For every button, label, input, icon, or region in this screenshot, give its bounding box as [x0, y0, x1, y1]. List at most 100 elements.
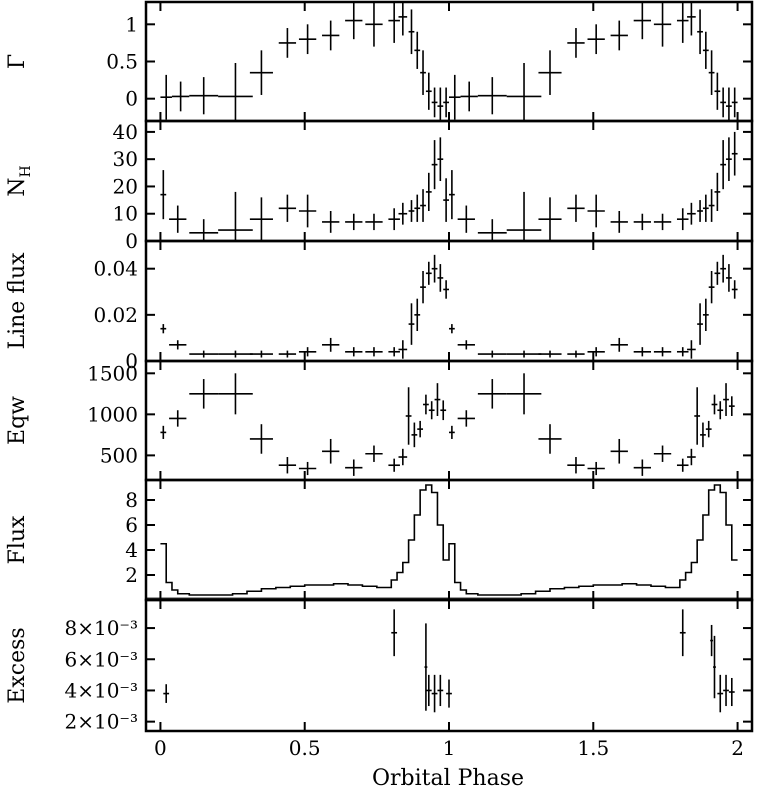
- data-point: [398, 2, 408, 36]
- data-point: [449, 74, 461, 120]
- panel-1: 0 0.5 1 Γ: [5, 0, 754, 123]
- y-tick-label: 0: [125, 87, 138, 111]
- data-point: [169, 410, 187, 427]
- panel-3: 0 0.02 0.04 Line flux: [5, 239, 754, 373]
- y-tick-label: 0.04: [93, 257, 138, 281]
- y-tick-label: 40: [113, 120, 138, 144]
- data-point: [587, 347, 605, 357]
- data-point: [428, 401, 435, 420]
- data-point: [653, 347, 672, 357]
- data-point: [702, 298, 709, 331]
- data-point: [723, 674, 729, 707]
- data-point: [457, 340, 475, 350]
- data-point: [728, 396, 735, 416]
- data-point: [443, 87, 449, 118]
- y-tick-label: 6: [125, 513, 138, 537]
- data-point: [567, 194, 585, 222]
- data-point: [726, 264, 732, 292]
- data-point: [633, 2, 651, 40]
- data-point: [391, 609, 398, 657]
- data-point: [726, 87, 732, 121]
- data-point: [420, 50, 426, 95]
- data-point: [694, 387, 701, 445]
- data-point: [717, 401, 724, 420]
- data-point: [440, 400, 447, 421]
- data-point: [708, 50, 715, 95]
- data-point: [417, 420, 424, 438]
- y-tick-label: 8: [125, 488, 138, 512]
- panel-data: [160, 2, 738, 121]
- data-point: [345, 213, 363, 231]
- data-point: [702, 194, 709, 222]
- data-point: [398, 448, 408, 466]
- data-point: [169, 205, 187, 233]
- y-tick-label: 1: [125, 12, 138, 36]
- data-point: [567, 28, 585, 58]
- data-point: [460, 81, 478, 112]
- data-point: [322, 438, 340, 464]
- data-point: [414, 194, 421, 222]
- data-point: [714, 172, 721, 211]
- data-point: [437, 87, 444, 121]
- data-point: [431, 87, 438, 118]
- data-point: [710, 624, 714, 657]
- x-tick-label: 0: [154, 736, 167, 760]
- data-point: [345, 2, 363, 40]
- data-point: [653, 213, 672, 231]
- data-point: [218, 191, 253, 241]
- data-point: [653, 2, 672, 47]
- data-point: [298, 194, 317, 228]
- x-tick-label: 1.5: [577, 736, 609, 760]
- data-point: [506, 350, 542, 358]
- data-point: [457, 410, 475, 427]
- panel-6: 2×10⁻³ 4×10⁻³ 6×10⁻³ 8×10⁻³ Excess: [5, 598, 754, 734]
- data-point: [679, 609, 686, 657]
- data-point: [633, 459, 651, 476]
- data-point: [298, 24, 317, 55]
- data-point: [610, 20, 628, 51]
- data-point: [425, 674, 432, 707]
- y-tick-label: 0: [125, 229, 138, 253]
- data-point: [365, 213, 383, 231]
- data-point: [587, 24, 605, 55]
- data-point: [160, 170, 167, 220]
- y-tick-label: 2: [125, 563, 138, 587]
- data-point: [731, 131, 738, 176]
- data-point: [443, 280, 449, 299]
- y-tick-label: 4: [125, 538, 138, 562]
- data-point: [567, 457, 585, 474]
- data-point: [365, 347, 383, 357]
- data-point: [731, 87, 738, 118]
- data-point: [249, 350, 273, 358]
- y-axis-title: Excess: [5, 627, 30, 703]
- data-point: [653, 445, 672, 462]
- data-point: [705, 420, 712, 438]
- panel-frame: [144, 598, 754, 733]
- data-point: [431, 140, 438, 190]
- data-point: [169, 340, 187, 350]
- x-tick-label: 0.5: [289, 736, 321, 760]
- data-point: [414, 298, 421, 331]
- data-point: [160, 425, 167, 439]
- data-point: [425, 261, 432, 285]
- flux-histogram: [160, 484, 738, 596]
- data-point: [449, 170, 455, 220]
- panel-data: [160, 131, 738, 241]
- panel-frame: [144, 359, 754, 482]
- y-tick-label: 500: [100, 443, 138, 467]
- data-point: [687, 340, 696, 359]
- panel-data: [160, 373, 735, 476]
- data-point: [633, 213, 651, 231]
- data-point: [189, 350, 219, 358]
- y-axis-title-subscript: H: [18, 165, 34, 177]
- data-point: [702, 31, 709, 69]
- data-point: [697, 303, 703, 345]
- panel-4: 500 1000 1500 Eqw: [5, 359, 754, 482]
- y-tick-label: 20: [113, 174, 138, 198]
- data-point: [676, 2, 689, 43]
- y-tick-label: 0.02: [93, 303, 138, 327]
- data-point: [171, 81, 190, 112]
- y-tick-label: 30: [113, 147, 138, 171]
